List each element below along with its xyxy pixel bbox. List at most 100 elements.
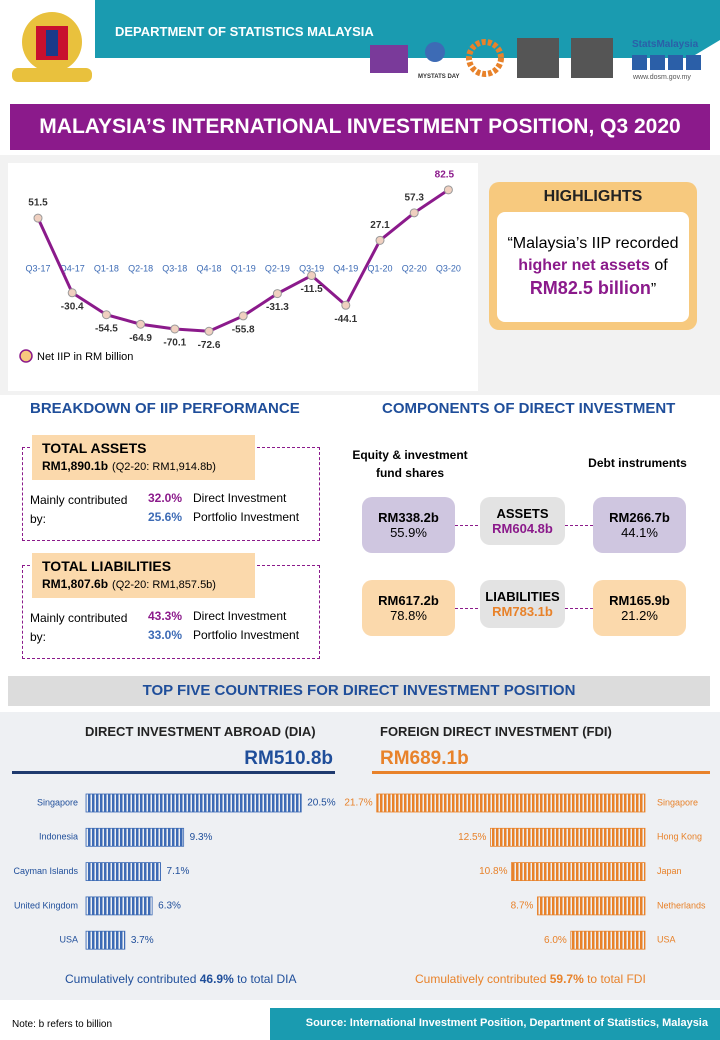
label: TOTAL ASSETS <box>42 440 147 456</box>
component-label: LIABILITIES <box>485 589 560 604</box>
emphasis: 46.9% <box>199 972 234 986</box>
bar <box>537 896 646 916</box>
chart-title: DIRECT INVESTMENT ABROAD (DIA) <box>85 724 316 739</box>
bar <box>85 793 302 813</box>
value-label: -70.1 <box>163 338 186 349</box>
point <box>33 213 43 223</box>
category-label: Netherlands <box>657 900 706 910</box>
value-label: 3.7% <box>131 935 154 946</box>
component-card: RM617.2b 78.8% <box>362 580 455 636</box>
section-title: BREAKDOWN OF IIP PERFORMANCE <box>30 400 300 417</box>
bar <box>85 930 126 950</box>
value-label: 20.5% <box>307 798 335 809</box>
category-label: Cayman Islands <box>13 866 78 876</box>
x-tick-label: Q2-18 <box>128 263 153 273</box>
text: “Malaysia’s IIP recorded <box>507 235 679 252</box>
line-chart: Q3-17 Q4-17 Q1-18 Q2-18 Q3-18 Q4-18 Q1-19 Q2-19… <box>19 169 461 363</box>
value-line: RM1,890.1b (Q2-20: RM1,914.8b) <box>42 459 216 473</box>
value-label: 10.8% <box>479 866 507 877</box>
value-line: RM1,807.6b (Q2-20: RM1,857.5b) <box>42 577 216 591</box>
component-value: RM338.2b <box>378 510 439 525</box>
label: TOTAL LIABILITIES <box>42 558 172 574</box>
emphasis: 59.7% <box>549 972 584 986</box>
x-tick-label: Q4-18 <box>196 263 221 273</box>
component-label: ASSETS <box>496 506 549 521</box>
component-card: RM266.7b 44.1% <box>593 497 686 553</box>
value-label: 6.0% <box>544 935 567 946</box>
component-share: 21.2% <box>621 608 658 623</box>
category-label: USA <box>657 935 676 945</box>
value-label: -64.9 <box>129 333 152 344</box>
section-title: COMPONENTS OF DIRECT INVESTMENT <box>382 400 676 417</box>
percent: 33.0% <box>148 628 183 642</box>
part-name: Portfolio Investment <box>193 510 300 524</box>
x-tick-label: Q3-18 <box>162 263 187 273</box>
category-label: Singapore <box>657 797 698 807</box>
point <box>67 288 77 298</box>
x-tick-label: Q1-20 <box>367 263 392 273</box>
percent: 25.6% <box>148 510 183 524</box>
point <box>170 324 180 334</box>
highlights-box: HIGHLIGHTS “Malaysia’s IIP recorded high… <box>489 182 697 330</box>
category-label: Indonesia <box>39 832 78 842</box>
component-share: 44.1% <box>621 525 658 540</box>
text: to total DIA <box>233 972 297 986</box>
percent: 32.0% <box>148 491 183 505</box>
legend-label: Net IIP in RM billion <box>37 351 133 363</box>
percent: 43.3% <box>148 609 183 623</box>
component-value: RM165.9b <box>609 593 670 608</box>
value-label: 21.7% <box>344 798 372 809</box>
chart-total: RM689.1b <box>380 748 469 769</box>
value-label: -11.5 <box>300 284 323 295</box>
bar-charts: Singapore 20.5% Indonesia 9.3% Cayman Island… <box>13 793 706 950</box>
emphasis: RM82.5 billion <box>529 278 651 298</box>
x-tick-label: Q1-19 <box>231 263 256 273</box>
bar <box>85 896 153 916</box>
column-header: Equity & investment fund shares <box>352 448 468 480</box>
component-card: RM338.2b 55.9% <box>362 497 455 553</box>
x-tick-label: Q3-20 <box>436 263 461 273</box>
brand: StatsMalaysia <box>632 39 699 50</box>
point <box>204 326 214 336</box>
previous: (Q2-20: RM1,914.8b) <box>112 461 216 473</box>
part-name: Direct Investment <box>193 609 287 623</box>
point <box>101 310 111 320</box>
bar <box>511 862 646 881</box>
x-tick-label: Q4-19 <box>333 263 358 273</box>
url: www.dosm.gov.my <box>633 74 691 81</box>
rule <box>12 771 335 774</box>
text: to total FDI <box>583 972 646 986</box>
text: ” <box>650 281 657 298</box>
source: Source: International Investment Positio… <box>270 1008 720 1040</box>
value-label: 12.5% <box>458 832 486 843</box>
page-title: MALAYSIA’S INTERNATIONAL INVESTMENT POSI… <box>10 104 710 150</box>
part-name: Portfolio Investment <box>193 628 300 642</box>
value-label: 57.3 <box>404 192 424 203</box>
value-label: 9.3% <box>190 832 213 843</box>
value-label: 8.7% <box>511 901 534 912</box>
line <box>36 188 450 333</box>
header-graphics <box>12 0 720 82</box>
component-card: ASSETS RM604.8b <box>480 497 565 545</box>
category-label: USA <box>59 935 78 945</box>
value-label: -72.6 <box>198 340 221 351</box>
point <box>409 208 419 218</box>
part-name: Direct Investment <box>193 491 287 505</box>
text: Cumulatively contributed <box>415 972 550 986</box>
x-tick-label: Q2-19 <box>265 263 290 273</box>
category-label: Japan <box>657 866 682 876</box>
org-name: DEPARTMENT OF STATISTICS MALAYSIA <box>115 24 374 39</box>
x-tick-label: Q1-18 <box>94 263 119 273</box>
category-label: United Kingdom <box>14 900 78 910</box>
value-label: 6.3% <box>158 901 181 912</box>
category-label: Singapore <box>37 797 78 807</box>
previous: (Q2-20: RM1,857.5b) <box>112 579 216 591</box>
point <box>238 311 248 321</box>
component-card: LIABILITIES RM783.1b <box>480 580 565 628</box>
point <box>341 300 351 310</box>
legend-marker <box>19 349 33 363</box>
component-total: RM604.8b <box>492 521 553 536</box>
value-label: 51.5 <box>28 198 48 209</box>
label-box: TOTAL ASSETS RM1,890.1b (Q2-20: RM1,914.8b… <box>32 435 255 480</box>
section-title: TOP FIVE COUNTRIES FOR DIRECT INVESTMENT… <box>8 676 710 706</box>
